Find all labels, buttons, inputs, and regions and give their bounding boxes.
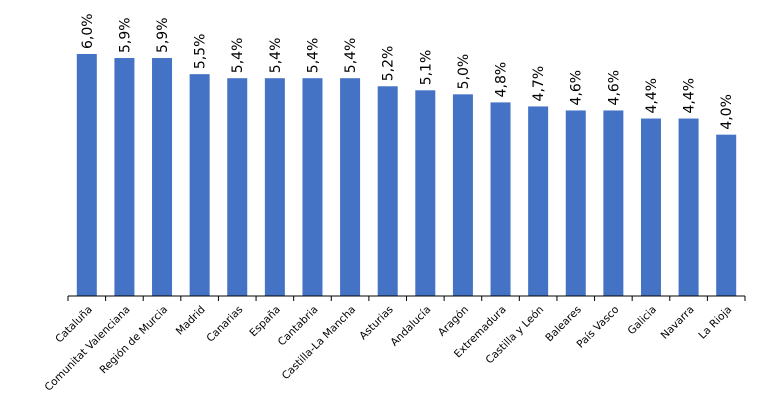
bar [114, 58, 135, 297]
bar [76, 54, 97, 296]
x-tick-label: Navarra [659, 304, 697, 342]
value-label: 5,1% [418, 50, 434, 86]
value-label: 5,9% [117, 17, 133, 53]
bar [528, 106, 549, 296]
x-tick-label: Galicia [625, 304, 659, 338]
value-label: 4,6% [606, 70, 622, 106]
value-label: 4,7% [531, 66, 547, 102]
x-tick-label: Madrid [174, 304, 208, 338]
value-label: 5,2% [381, 46, 397, 82]
bar [452, 94, 473, 296]
bar [189, 74, 210, 297]
bar [264, 78, 285, 296]
value-label: 4,6% [569, 70, 585, 106]
value-label: 5,4% [305, 38, 321, 74]
x-tick-label: Aragón [436, 304, 471, 339]
value-label: 5,9% [155, 17, 171, 53]
value-label: 5,4% [268, 38, 284, 74]
bar [302, 78, 323, 296]
bar [716, 134, 737, 296]
bar [415, 90, 436, 296]
value-label: 5,0% [456, 54, 472, 90]
x-tick-label: Canarias [204, 304, 245, 345]
bar [490, 102, 511, 297]
bar [565, 110, 586, 296]
bar [227, 78, 248, 296]
bar [340, 78, 361, 296]
value-label: 4,8% [494, 62, 510, 98]
value-label: 5,4% [343, 38, 359, 74]
x-tick-label: La Rioja [696, 304, 734, 342]
x-tick-label: Asturias [357, 304, 396, 343]
value-label: 4,0% [719, 94, 735, 130]
value-label: 4,4% [644, 78, 660, 114]
bar [152, 58, 173, 297]
bar [640, 118, 661, 297]
x-tick-label: Andalucía [388, 304, 433, 349]
bar [603, 110, 624, 296]
x-tick-label: España [247, 304, 283, 340]
value-label: 5,4% [230, 38, 246, 74]
value-label: 4,4% [682, 78, 698, 114]
value-label: 5,5% [193, 34, 209, 70]
x-tick-label: Castilla-La Mancha [280, 304, 358, 382]
x-tick-label: Región de Murcia [98, 304, 171, 377]
value-label: 6,0% [80, 13, 96, 49]
bar [377, 86, 398, 297]
bar [678, 118, 699, 297]
